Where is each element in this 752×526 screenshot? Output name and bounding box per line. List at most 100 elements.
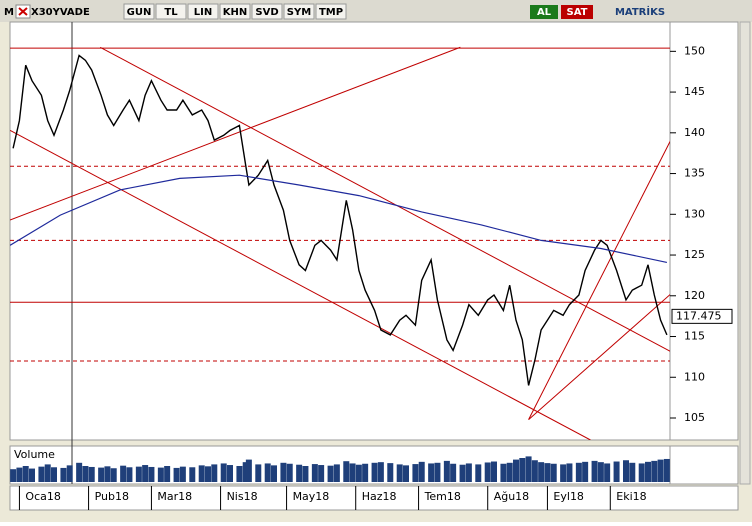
toolbar-button[interactable]	[155, 3, 187, 20]
volume-bar	[82, 466, 89, 482]
volume-bar	[629, 462, 636, 482]
x-tick-label: Eki18	[616, 490, 646, 503]
symbol: X30YVADE	[31, 7, 90, 18]
volume-bar	[544, 463, 551, 482]
volume-bar	[104, 466, 111, 482]
volume-bar	[484, 462, 491, 482]
volume-bar	[387, 463, 394, 482]
volume-bar	[164, 466, 171, 482]
volume-bar	[142, 465, 149, 482]
volume-bar	[120, 465, 127, 482]
volume-bar	[157, 467, 164, 482]
x-tick-label: Pub18	[95, 490, 129, 503]
y-axis-panel	[669, 21, 739, 441]
volume-bar	[255, 464, 262, 482]
volume-bar	[560, 464, 567, 482]
x-tick-label: Nis18	[227, 490, 258, 503]
toolbar-button-label: SYM	[287, 7, 311, 18]
volume-bar	[242, 462, 249, 482]
volume-bar	[38, 466, 45, 482]
scrollbar[interactable]	[739, 21, 751, 485]
volume-bar	[519, 458, 526, 482]
volume-bar	[333, 464, 340, 482]
volume-bar	[88, 466, 95, 482]
close-icon	[18, 7, 28, 16]
volume-bar	[245, 459, 252, 482]
y-tick-label: 140	[684, 126, 705, 139]
sell-btn[interactable]	[561, 5, 593, 19]
toolbar-button[interactable]	[251, 3, 283, 20]
volume-bar	[538, 462, 545, 482]
volume-bar	[443, 460, 450, 482]
volume-bar	[531, 460, 538, 482]
x-tick-label: Eyl18	[553, 490, 584, 503]
volume-bar	[377, 462, 384, 482]
volume-bar	[302, 466, 309, 482]
trend-line	[99, 46, 670, 352]
volume-bar	[371, 462, 378, 482]
volume-bar	[582, 461, 589, 482]
volume-bar	[280, 462, 287, 482]
volume-bar	[236, 466, 243, 482]
trend-line	[528, 140, 670, 420]
toolbar-button-label: SVD	[255, 7, 278, 18]
series-line	[12, 54, 668, 386]
volume-bar	[205, 466, 211, 482]
x-tick-label: Oca18	[25, 490, 60, 503]
volume-bar	[550, 463, 557, 482]
volume-bar	[663, 458, 670, 482]
volume-bar	[264, 463, 271, 482]
series-line	[10, 174, 668, 263]
toolbar-button[interactable]	[283, 3, 315, 20]
volume-bar	[220, 463, 227, 482]
volume-bar	[51, 467, 57, 482]
volume-bar	[10, 469, 17, 482]
toolbar-button-label: GUN	[127, 7, 152, 18]
volume-bar	[604, 463, 611, 482]
volume-bar	[327, 465, 334, 482]
last-price-box	[671, 308, 733, 324]
volume-bar	[450, 463, 457, 482]
volume-bar	[189, 467, 196, 482]
volume-bar	[362, 463, 369, 482]
volume-bar	[566, 463, 573, 482]
toolbar-button[interactable]	[123, 3, 155, 20]
volume-bar	[475, 464, 482, 482]
volume-bar	[148, 466, 155, 482]
volume-panel	[9, 445, 671, 485]
volume-bar	[645, 461, 651, 482]
volume-bar	[597, 462, 604, 482]
buy-label: AL	[537, 7, 552, 18]
buy-btn[interactable]	[530, 5, 558, 19]
volume-bar	[355, 464, 362, 482]
volume-bar	[428, 463, 435, 482]
volume-bar	[173, 467, 180, 482]
volume-bar	[613, 461, 620, 482]
y-tick-label: 130	[684, 207, 705, 220]
volume-bar	[271, 465, 277, 482]
y-tick-label: 135	[684, 167, 705, 180]
volume-bar	[459, 464, 466, 482]
volume-bar	[412, 464, 419, 482]
toolbar-button-label: KHN	[223, 7, 248, 18]
volume-axis-panel	[669, 445, 739, 485]
y-tick-label: 150	[684, 44, 705, 57]
volume-bar	[349, 463, 356, 482]
volume-bar	[403, 465, 409, 482]
toolbar-button-label: LIN	[194, 7, 212, 18]
y-tick-label: 125	[684, 248, 705, 261]
volume-bar	[500, 463, 507, 482]
volume-bar	[651, 460, 658, 482]
y-tick-label: 110	[684, 370, 705, 383]
y-tick-label: 115	[684, 330, 705, 343]
x-axis-panel	[9, 485, 739, 511]
toolbar-button[interactable]	[187, 3, 219, 20]
volume-bar	[16, 467, 23, 482]
toolbar-button[interactable]	[315, 3, 347, 20]
volume-bar	[29, 468, 35, 482]
volume-bar	[98, 467, 105, 482]
toolbar-button[interactable]	[219, 3, 251, 20]
volume-bar	[76, 462, 83, 482]
volume-bar	[525, 456, 532, 482]
